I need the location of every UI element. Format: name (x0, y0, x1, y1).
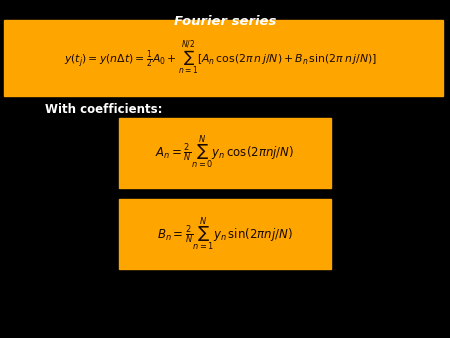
FancyBboxPatch shape (119, 118, 331, 188)
Text: $B_n = \frac{2}{N}\sum_{n=1}^{N} y_n\,\sin(2\pi nj/N)$: $B_n = \frac{2}{N}\sum_{n=1}^{N} y_n\,\s… (157, 215, 293, 252)
Text: Fourier series: Fourier series (174, 15, 276, 28)
Text: With coefficients:: With coefficients: (45, 103, 162, 116)
Text: $A_n = \frac{2}{N}\sum_{n=0}^{N} y_n\,\cos(2\pi nj/N)$: $A_n = \frac{2}{N}\sum_{n=0}^{N} y_n\,\c… (155, 134, 295, 171)
Text: $y(t_j) = y(n\Delta t) = \frac{1}{2}A_0 + \sum_{n=1}^{N/2}[A_n\,\cos(2\pi\,n\,j/: $y(t_j) = y(n\Delta t) = \frac{1}{2}A_0 … (64, 39, 377, 77)
FancyBboxPatch shape (4, 20, 443, 96)
FancyBboxPatch shape (119, 199, 331, 269)
